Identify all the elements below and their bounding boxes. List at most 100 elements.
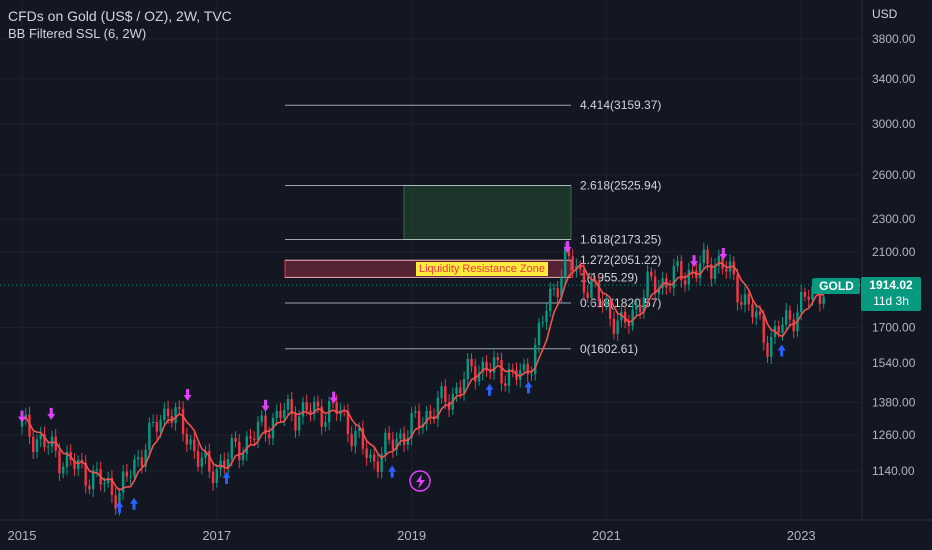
candle-body xyxy=(20,419,24,427)
candle-body xyxy=(605,301,608,306)
symbol-title[interactable]: CFDs on Gold (US$ / OZ), 2W, TVC xyxy=(8,8,232,24)
candle-body xyxy=(781,324,784,333)
price-tick-label: 3800.00 xyxy=(872,32,916,46)
candle-body xyxy=(28,414,31,437)
candle-body xyxy=(650,271,653,277)
price-tick-label: 2100.00 xyxy=(872,245,916,259)
candle-body xyxy=(133,459,136,477)
candle-body xyxy=(736,274,739,303)
candle-body xyxy=(642,297,646,313)
lightning-icon[interactable] xyxy=(409,470,431,492)
candle-body xyxy=(777,326,780,333)
candle-body xyxy=(230,438,233,460)
candle-body xyxy=(309,410,312,414)
fib-level-label: 1.618(2173.25) xyxy=(580,232,661,246)
candle-body xyxy=(301,402,305,417)
candle-body xyxy=(215,469,218,484)
candle-body xyxy=(751,304,754,318)
candle-body xyxy=(635,304,638,310)
candle-body xyxy=(706,249,709,265)
ssl-line xyxy=(21,261,824,492)
candle-body xyxy=(245,436,248,454)
symbol-price-tag: GOLD xyxy=(813,278,860,294)
candle-body xyxy=(144,449,147,467)
candle-body xyxy=(256,421,260,441)
candle-body xyxy=(698,263,702,278)
candle-body xyxy=(800,291,803,313)
candle-body xyxy=(687,269,691,285)
candle-body xyxy=(788,310,792,320)
candle-body xyxy=(578,265,582,270)
price-tick-label: 2600.00 xyxy=(872,168,916,182)
candle-body xyxy=(320,406,323,427)
fib-level-label: 1.272(2051.22) xyxy=(580,253,661,267)
candle-body xyxy=(238,441,241,461)
currency-label[interactable]: USD xyxy=(872,7,898,21)
candle-body xyxy=(50,436,54,447)
candle-body xyxy=(290,399,293,414)
buy-arrow-icon xyxy=(485,383,494,396)
candle-body xyxy=(335,402,338,415)
fib-levels: 4.414(3159.37) 2.618(2525.94) 1.618(2173.2… xyxy=(0,98,862,356)
candle-body xyxy=(758,311,762,316)
candle-body xyxy=(91,470,95,490)
candle-body xyxy=(552,288,556,290)
candle-body xyxy=(571,256,574,271)
candle-body xyxy=(114,495,117,509)
candle-body xyxy=(436,397,440,420)
candle-body xyxy=(399,433,402,439)
candle-body xyxy=(32,436,35,453)
candle-body xyxy=(279,410,282,419)
candle-body xyxy=(522,364,526,371)
candle-body xyxy=(163,408,166,420)
candle-body xyxy=(241,453,245,461)
sell-arrow-icon xyxy=(183,389,192,402)
candle-body xyxy=(713,265,717,279)
candle-body xyxy=(721,255,724,269)
sell-arrow-icon xyxy=(719,247,728,260)
fib-level-label: 2.618(2525.94) xyxy=(580,179,661,193)
candle-body xyxy=(148,422,151,450)
signal-arrows xyxy=(18,240,786,514)
candle-body xyxy=(811,286,814,300)
candle-body xyxy=(545,311,548,323)
candle-body xyxy=(185,434,189,445)
candle-body xyxy=(582,269,586,293)
candle-body xyxy=(294,413,297,431)
time-tick-label: 2023 xyxy=(787,528,816,543)
fib-level-label: 0(1602.61) xyxy=(580,342,638,356)
candle-body xyxy=(631,309,634,326)
candle-body xyxy=(121,471,125,493)
candle-body xyxy=(223,460,226,468)
price-axis[interactable]: 3800.00 3400.00 3000.00 2600.00 2300.00 2100.… xyxy=(861,0,916,520)
candle-body xyxy=(504,383,507,386)
indicator-label[interactable]: BB Filtered SSL (6, 2W) xyxy=(8,26,147,41)
candle-body xyxy=(234,438,237,442)
candle-body xyxy=(76,459,80,469)
candle-body xyxy=(35,439,39,453)
buy-arrow-icon xyxy=(115,501,124,514)
candle-body xyxy=(178,407,181,409)
price-tick-label: 3400.00 xyxy=(872,72,916,86)
candle-body xyxy=(616,320,619,334)
candle-body xyxy=(211,471,215,484)
candle-body xyxy=(208,451,211,472)
candle-body xyxy=(264,415,267,435)
candle-body xyxy=(346,411,350,435)
candle-body xyxy=(459,387,462,394)
candle-body xyxy=(65,451,69,468)
candle-body xyxy=(668,287,672,289)
candle-body xyxy=(305,402,308,411)
current-price-value: 1914.02 xyxy=(869,278,913,292)
candle-body xyxy=(440,386,443,398)
candle-body xyxy=(380,453,383,472)
candle-body xyxy=(350,434,353,447)
candle-body xyxy=(661,278,664,288)
time-axis[interactable]: 201520172019202120232025202720292031 xyxy=(0,519,932,543)
candle-body xyxy=(84,462,87,486)
candle-body xyxy=(792,319,795,332)
candle-body xyxy=(39,434,42,440)
candle-body xyxy=(653,276,657,294)
